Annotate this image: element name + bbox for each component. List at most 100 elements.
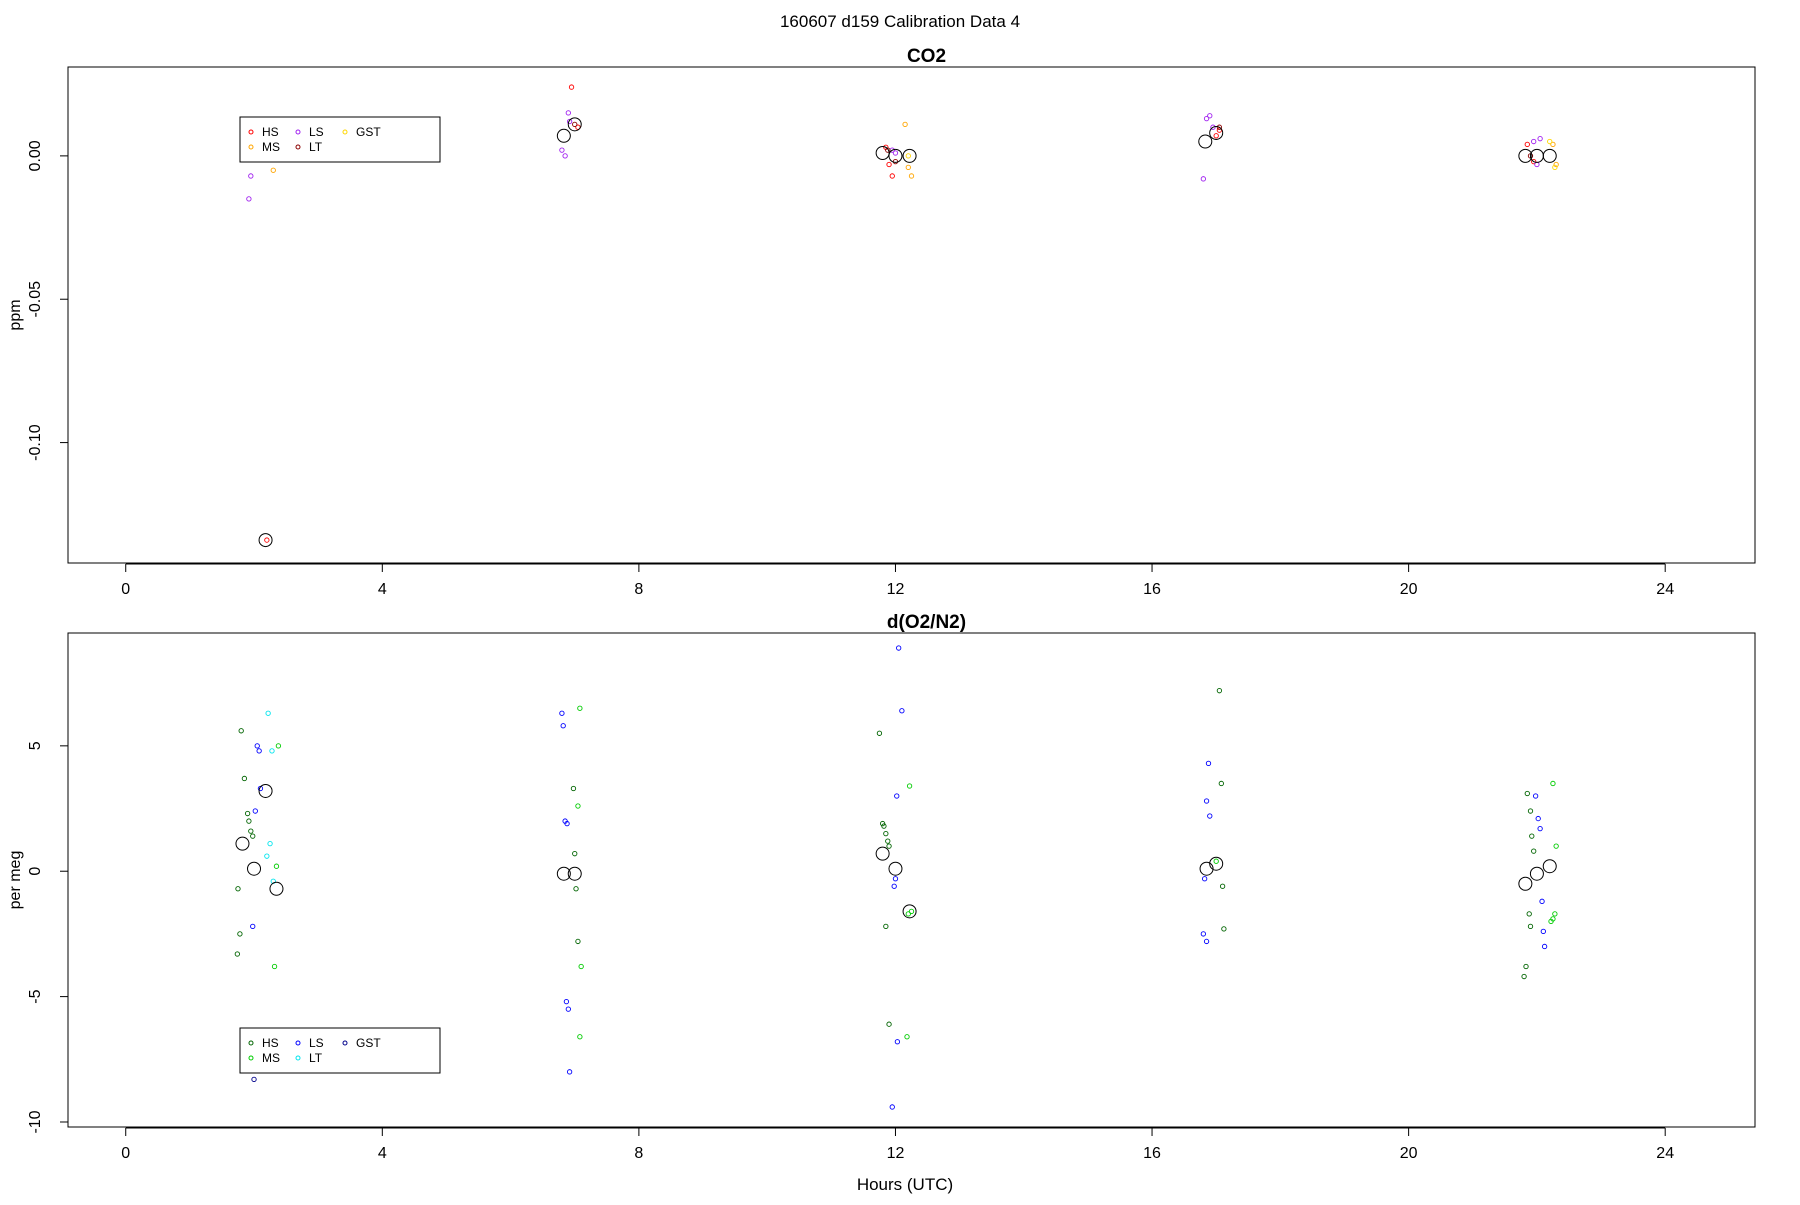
- mean-point: [269, 881, 284, 896]
- data-point: [270, 167, 276, 173]
- y-axis-label: per meg: [7, 851, 24, 910]
- y-tick-label: -5: [27, 989, 44, 1003]
- data-point: [1216, 688, 1223, 694]
- data-point: [1540, 928, 1546, 935]
- mean-point: [235, 836, 250, 851]
- data-point: [904, 1034, 910, 1040]
- data-point: [908, 173, 915, 179]
- legend-label: HS: [262, 1036, 279, 1050]
- legend-marker: [248, 1040, 254, 1046]
- mean-point: [567, 117, 582, 132]
- data-point: [1524, 141, 1530, 148]
- chart-title: d(O2/N2): [887, 612, 966, 633]
- mean-point: [556, 866, 571, 881]
- mean-point: [875, 146, 890, 161]
- legend-marker: [248, 1055, 254, 1061]
- data-point: [563, 998, 570, 1005]
- data-point: [252, 808, 258, 814]
- data-point: [902, 121, 908, 127]
- mean-point: [888, 861, 903, 876]
- data-point: [1553, 161, 1559, 168]
- data-point: [577, 705, 583, 711]
- mean-point: [258, 533, 273, 548]
- data-point: [1531, 138, 1537, 145]
- data-point: [892, 150, 899, 156]
- data-point: [886, 161, 892, 168]
- mean-point: [1529, 866, 1544, 881]
- mean-point: [1518, 148, 1533, 163]
- data-point: [1219, 883, 1226, 889]
- data-point: [1552, 164, 1558, 170]
- data-point: [269, 748, 275, 754]
- legend-marker: [342, 1040, 348, 1046]
- mean-point: [1542, 859, 1557, 874]
- y-tick-label: -0.05: [27, 281, 44, 318]
- data-point: [275, 743, 282, 749]
- data-point: [1550, 141, 1556, 148]
- data-point: [246, 818, 252, 824]
- data-point: [559, 147, 565, 153]
- data-point: [1534, 161, 1540, 168]
- y-axis-label: ppm: [7, 299, 24, 330]
- x-tick-label: 0: [121, 581, 130, 598]
- data-point: [254, 743, 260, 749]
- data-point: [1523, 963, 1529, 970]
- data-point: [575, 938, 581, 945]
- mean-point: [1199, 861, 1214, 876]
- y-tick-label: 5: [27, 741, 44, 750]
- data-point: [234, 951, 240, 957]
- data-point: [559, 710, 565, 716]
- data-point: [265, 710, 271, 716]
- legend-box: [239, 116, 441, 163]
- data-point: [1527, 923, 1534, 930]
- y-tick-label: -0.10: [27, 424, 44, 461]
- data-point: [1532, 793, 1539, 799]
- mean-point: [1209, 125, 1224, 140]
- legend-marker: [248, 144, 254, 150]
- data-point: [565, 1006, 571, 1012]
- data-point: [876, 730, 883, 736]
- data-point: [1200, 931, 1207, 937]
- data-point: [1213, 858, 1219, 864]
- legend-marker: [342, 129, 348, 135]
- legend-label: GST: [356, 125, 381, 139]
- legend-label: GST: [356, 1036, 381, 1050]
- x-tick-label: 8: [634, 581, 643, 598]
- data-point: [1529, 833, 1535, 839]
- data-point: [235, 886, 241, 892]
- data-point: [565, 110, 571, 116]
- mean-point: [1518, 876, 1533, 891]
- data-point: [1207, 113, 1213, 119]
- data-point: [237, 931, 243, 937]
- legend-label: LT: [309, 140, 323, 154]
- data-point: [889, 173, 895, 179]
- data-point: [1552, 911, 1558, 917]
- data-point: [250, 923, 256, 930]
- data-point: [881, 823, 887, 829]
- data-point: [560, 723, 566, 729]
- legend-box: [239, 1027, 441, 1074]
- legend-label: LS: [309, 1036, 324, 1050]
- x-axis-label: Hours (UTC): [857, 1175, 953, 1194]
- y-tick-label: -10: [27, 1110, 44, 1133]
- legend-label: LS: [309, 125, 324, 139]
- mean-point: [875, 846, 890, 861]
- data-point: [894, 1039, 901, 1045]
- data-point: [879, 820, 886, 827]
- mean-point: [1198, 134, 1213, 149]
- mean-point: [556, 128, 571, 143]
- data-point: [564, 820, 570, 827]
- data-point: [572, 851, 578, 857]
- legend-label: LT: [309, 1051, 323, 1065]
- x-tick-label: 0: [121, 1145, 130, 1162]
- data-point: [1531, 158, 1537, 165]
- data-point: [1537, 825, 1543, 832]
- data-point: [906, 783, 913, 789]
- data-point: [1526, 911, 1532, 917]
- data-point: [578, 963, 584, 970]
- mean-point: [1209, 856, 1224, 871]
- y-tick-label: 0: [27, 867, 44, 876]
